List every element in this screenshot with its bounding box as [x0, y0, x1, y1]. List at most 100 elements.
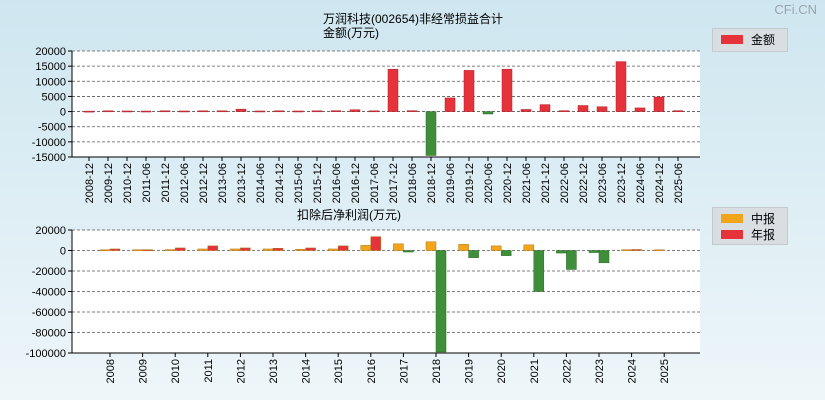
chart1-x-tick-label: 2012-06	[179, 163, 191, 203]
chart2-bar-interim	[197, 248, 209, 251]
chart2-bar-interim	[295, 249, 306, 251]
chart1-bar	[444, 97, 456, 112]
chart1-y-tick-label: -5000	[38, 122, 66, 134]
chart1-bar	[368, 110, 380, 113]
chart2-bar-interim	[556, 250, 567, 254]
chart1-bar	[254, 110, 266, 113]
legend-label-amount: 金额	[751, 32, 776, 47]
chart1-x-tick-label: 2024-12	[654, 163, 666, 203]
chart1-bar	[577, 105, 589, 112]
chart2-bar-annual	[631, 249, 642, 251]
chart1-bar	[178, 110, 190, 113]
chart2-bar-interim	[523, 244, 535, 251]
chart2-x-tick-label: 2024	[627, 359, 639, 383]
chart2-bar-annual	[500, 250, 512, 256]
chart1-x-tick-label: 2022-06	[559, 163, 571, 203]
chart2-bar-interim	[653, 249, 665, 252]
chart2-bar-annual	[109, 248, 121, 251]
chart1-x-tick-label: 2018-12	[426, 163, 438, 203]
chart1-x-tick-label: 2012-12	[198, 163, 210, 203]
watermark: CFi.CN	[774, 2, 817, 17]
chart2-y-tick-label: 20000	[35, 225, 66, 237]
chart2-y-tick-label: -40000	[32, 287, 66, 299]
chart2-title: 扣除后净利润(万元)	[297, 208, 401, 222]
chart2-bar-annual	[533, 250, 545, 292]
chart1-title: 万润科技(002654)非经常损益合计	[323, 12, 504, 26]
chart2-bar-interim	[164, 249, 176, 251]
chart2-x-tick-label: 2022	[561, 359, 573, 383]
chart2-bar-annual	[435, 250, 447, 353]
chart2-bar-interim	[99, 249, 111, 252]
chart1-x-tick-label: 2017-06	[369, 163, 381, 203]
chart2-legend: 中报 年报	[712, 207, 788, 245]
chart2-bar-annual	[566, 250, 577, 270]
chart2-x-tick-label: 2009	[138, 359, 150, 383]
chart2-bar-annual	[370, 236, 382, 251]
chart2-x-tick-label: 2023	[594, 359, 606, 383]
chart2-bar-interim	[458, 244, 469, 251]
chart2-x-tick-label: 2014	[301, 359, 313, 383]
chart2-y-tick-label: 0	[60, 246, 66, 258]
legend-label-annual: 年报	[751, 227, 776, 242]
chart1-y-tick-label: -10000	[32, 137, 66, 149]
chart2-bar-interim	[588, 250, 600, 253]
chart2-bar-annual	[142, 249, 153, 251]
chart1-x-tick-label: 2016-06	[331, 163, 343, 203]
chart1-bar	[83, 110, 95, 113]
chart2-x-tick-label: 2010	[170, 359, 182, 383]
chart2-x-tick-label: 2015	[333, 359, 345, 383]
chart2-bar-interim	[425, 241, 437, 251]
chart1-x-tick-label: 2015-12	[312, 163, 324, 203]
chart2-bar-interim	[621, 249, 632, 251]
chart2-bar-interim	[490, 245, 502, 251]
chart1-bar	[197, 110, 209, 113]
chart1-x-tick-label: 2013-12	[236, 163, 248, 203]
chart1-bar	[615, 61, 627, 112]
chart2-x-tick-label: 2008	[105, 359, 117, 383]
chart1-bar	[520, 109, 532, 112]
chart1-bar	[330, 110, 342, 112]
chart1-bar	[501, 68, 513, 112]
chart1-bar	[102, 110, 114, 113]
chart1-y-tick-label: 5000	[42, 91, 66, 103]
legend-label-interim: 中报	[751, 211, 776, 226]
chart2-plot-area	[72, 230, 700, 353]
chart1-y-tick-label: 20000	[35, 46, 66, 58]
chart2-x-tick-label: 2019	[464, 359, 476, 383]
chart2-bar-annual	[403, 250, 414, 253]
chart2-y-tick-label: -100000	[26, 348, 66, 360]
chart1-bar	[406, 110, 418, 112]
chart1-y-tick-label: -15000	[32, 152, 66, 164]
chart2-bar-interim	[393, 243, 404, 251]
chart1-x-tick-label: 2009-12	[103, 163, 115, 203]
chart2-x-tick-label: 2025	[659, 359, 671, 383]
chart2-bar-interim	[230, 248, 241, 251]
chart1-x-tick-label: 2020-06	[483, 163, 495, 203]
chart1-bar	[311, 110, 323, 113]
chart2-bar-interim	[327, 248, 339, 251]
chart1-bar	[235, 108, 247, 112]
chart1-x-tick-label: 2008-12	[84, 163, 96, 203]
chart1-bar	[425, 111, 437, 156]
chart2-y-tick-label: -60000	[32, 307, 66, 319]
chart1-bar	[463, 70, 475, 112]
chart2-bar-annual	[598, 250, 610, 264]
chart1-x-tick-label: 2010-12	[122, 163, 134, 203]
chart1-x-tick-label: 2015-06	[293, 163, 305, 203]
chart2-x-tick-label: 2017	[398, 359, 410, 383]
chart1-x-tick-label: 2021-12	[540, 163, 552, 203]
chart1-bar	[672, 110, 684, 112]
chart1-bar	[292, 110, 304, 113]
chart1-y-tick-label: 15000	[35, 61, 66, 73]
chart2-bar-annual	[207, 245, 219, 251]
chart2-x-tick-label: 2011	[203, 359, 215, 383]
chart1-bar	[121, 110, 133, 113]
chart2-bar-interim	[132, 249, 143, 252]
chart1-bar	[539, 104, 551, 112]
chart2-x-tick-label: 2013	[268, 359, 280, 383]
chart1-x-tick-label: 2022-12	[578, 163, 590, 203]
chart1-bar	[273, 110, 285, 113]
chart2-bar-annual	[305, 247, 316, 251]
legend-swatch-amount	[721, 34, 743, 44]
